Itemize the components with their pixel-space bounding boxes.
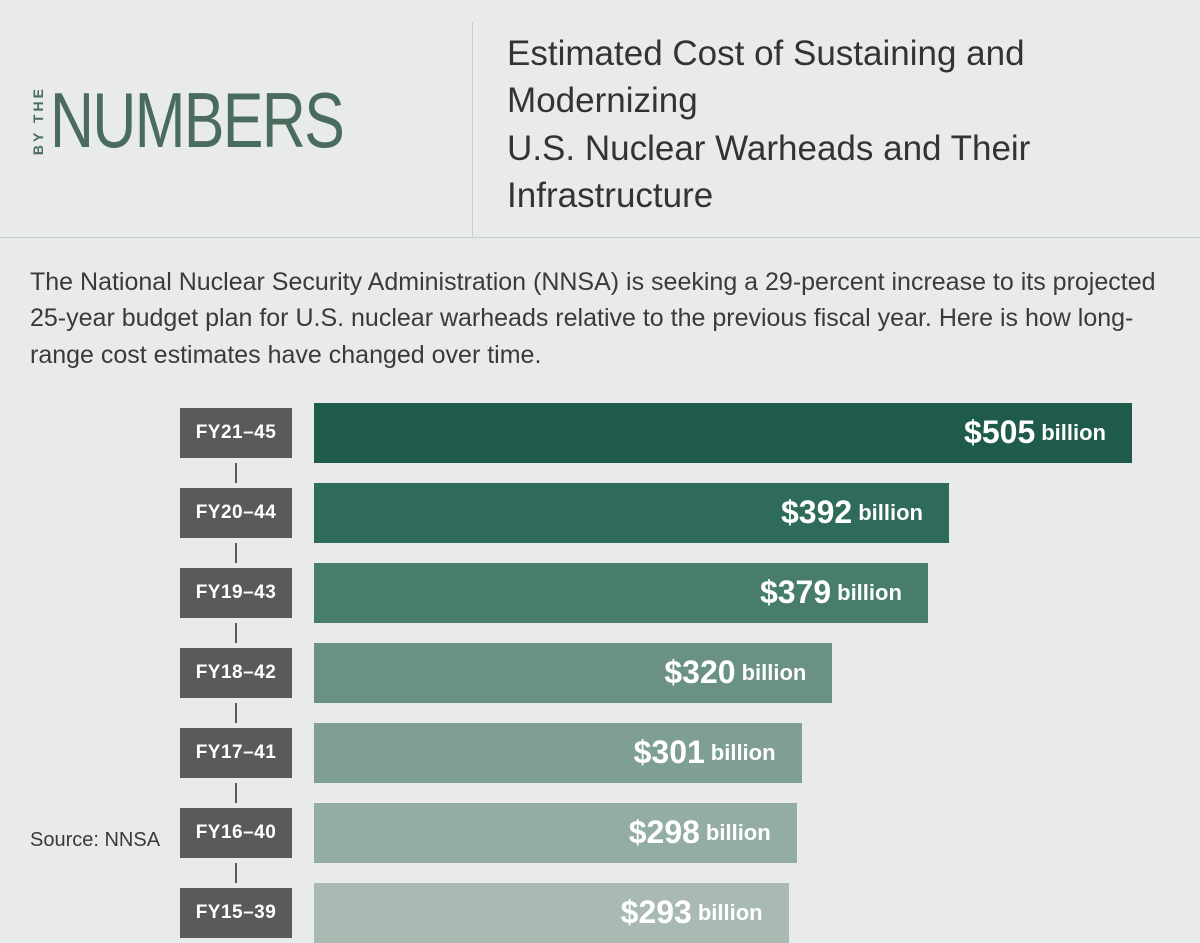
bar: $379billion (314, 563, 928, 623)
bar-unit: billion (1041, 420, 1106, 446)
bar-label: FY18–42 (180, 648, 292, 698)
chart-row: FY20–44 $392billion (180, 483, 1170, 543)
connector-line (235, 863, 237, 883)
bar-label: FY19–43 (180, 568, 292, 618)
header: BY THE NUMBERS Estimated Cost of Sustain… (0, 0, 1200, 238)
bar-value: $293 (621, 894, 692, 931)
chart-row: FY17–41 $301billion (180, 723, 1170, 783)
bar: $392billion (314, 483, 949, 543)
bar-label: FY20–44 (180, 488, 292, 538)
bar-unit: billion (837, 580, 902, 606)
chart-row: FY18–42 $320 billion (180, 643, 1170, 703)
bar-unit: billion (698, 900, 763, 926)
logo: BY THE NUMBERS (30, 22, 473, 237)
connector-line (235, 783, 237, 803)
bar-label: FY17–41 (180, 728, 292, 778)
bar-chart: FY21–45$505billionFY20–44$392billionFY19… (180, 403, 1170, 943)
connector-line (235, 463, 237, 483)
bar-unit: billion (858, 500, 923, 526)
bar-value: $298 (629, 814, 700, 851)
page-title: Estimated Cost of Sustaining and Moderni… (473, 22, 1170, 237)
bar-unit: billion (742, 660, 807, 686)
bar-unit: billion (706, 820, 771, 846)
connector-line (235, 623, 237, 643)
connector-line (235, 543, 237, 563)
bar-label: FY21–45 (180, 408, 292, 458)
bar: $301billion (314, 723, 802, 783)
bar-label: FY15–39 (180, 888, 292, 938)
bar-value: $320 (664, 654, 735, 691)
bar-label: FY16–40 (180, 808, 292, 858)
bar-value: $505 (964, 414, 1035, 451)
bar-value: $379 (760, 574, 831, 611)
bar: $320 billion (314, 643, 832, 703)
connector-line (235, 703, 237, 723)
logo-bythe-text: BY THE (30, 86, 46, 155)
chart-row: FY21–45 $505billion (180, 403, 1170, 463)
bar-value: $301 (634, 734, 705, 771)
source-label: Source: NNSA (30, 829, 160, 852)
description: The National Nuclear Security Administra… (0, 238, 1200, 403)
bar-value: $392 (781, 494, 852, 531)
bar-unit: billion (711, 740, 776, 766)
chart-row: FY19–43 $379billion (180, 563, 1170, 623)
bar: $298billion (314, 803, 797, 863)
logo-numbers-text: NUMBERS (50, 85, 343, 155)
bar: $505billion (314, 403, 1132, 463)
chart-row: FY16–40 $298billion (180, 803, 1170, 863)
